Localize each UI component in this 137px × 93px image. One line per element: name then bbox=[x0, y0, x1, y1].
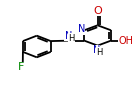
Text: O: O bbox=[93, 6, 102, 16]
Text: F: F bbox=[18, 62, 25, 72]
Text: N: N bbox=[78, 24, 85, 34]
Text: OH: OH bbox=[119, 36, 134, 46]
Text: H: H bbox=[96, 48, 103, 57]
Text: N: N bbox=[65, 31, 72, 41]
Text: N: N bbox=[93, 45, 100, 55]
Text: H: H bbox=[68, 34, 75, 43]
